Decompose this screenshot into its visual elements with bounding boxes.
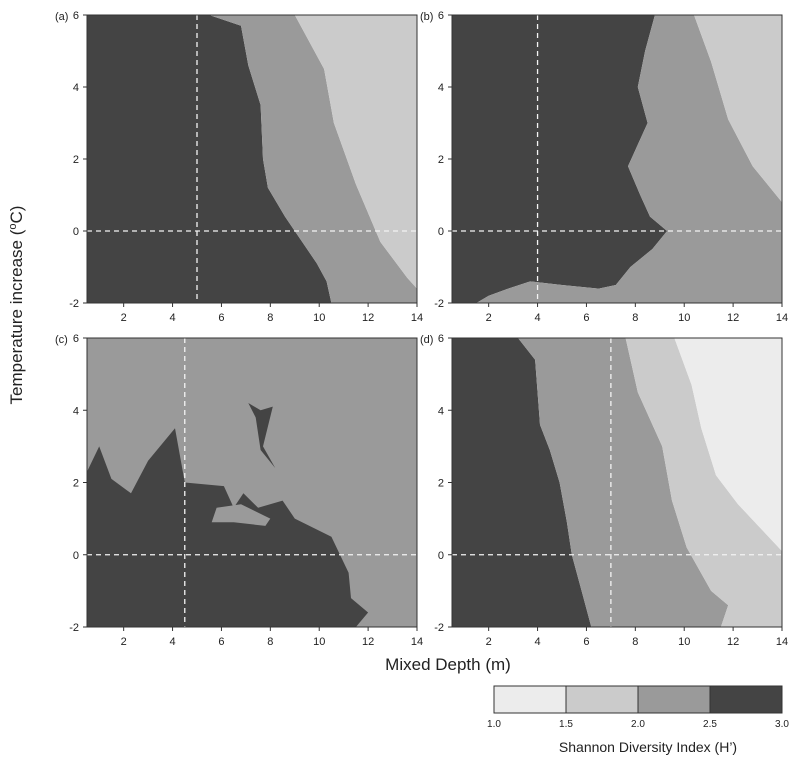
colorbar-swatch-2.5-3.0 [709,685,783,714]
y-tick-label: 6 [73,333,79,345]
panel-a: -2 0 2 4 6 2 4 6 8 10 12 14 (a) [55,10,423,324]
panel-c: -2 0 2 4 6 2 4 6 8 10 12 14 (c) [55,333,423,648]
contour-fills [87,15,417,303]
y-tick-label: 2 [73,478,79,490]
colorbar-swatch-1.0-1.5 [493,685,567,714]
colorbar-label: Shannon Diversity Index (H’) [559,739,737,755]
colorbar-tick-label: 2.5 [703,719,717,730]
contour-fills [87,338,417,627]
x-tick-label: 2 [121,636,127,648]
colorbar-legend: 1.0 1.5 2.0 2.5 3.0 [487,685,789,730]
x-tick-label: 10 [313,312,325,324]
contour-region-2.0-2.5 [209,15,417,303]
y-axis-label: Temperature increase (oC) [7,206,26,405]
y-tick-label: 4 [73,405,79,417]
x-tick-label: 14 [776,636,788,648]
x-tick-label: 12 [727,636,739,648]
x-tick-label: 2 [486,312,492,324]
x-tick-label: 2 [486,636,492,648]
panel-label: (c) [55,334,68,346]
panel-d: -2 0 2 4 6 2 4 6 8 10 12 14 (d) [420,333,788,648]
y-tick-label: -2 [434,298,444,310]
x-tick-label: 12 [362,312,374,324]
x-tick-label: 8 [267,636,273,648]
x-tick-label: 6 [583,636,589,648]
y-tick-label: -2 [69,622,79,634]
x-tick-label: 4 [534,636,540,648]
x-tick-label: 6 [218,636,224,648]
y-tick-label: -2 [434,622,444,634]
y-tick-label: -2 [69,298,79,310]
y-tick-label: 6 [73,10,79,22]
y-tick-label: 0 [73,550,79,562]
x-tick-label: 8 [632,636,638,648]
colorbar-tick-label: 1.5 [559,719,573,730]
x-tick-label: 10 [678,636,690,648]
y-tick-label: 2 [73,154,79,166]
x-tick-label: 8 [632,312,638,324]
contour-region-2.5-3.0 [452,338,592,627]
x-tick-label: 8 [267,312,273,324]
contour-region-2.0-2.5 [518,338,729,627]
panel-label: (a) [55,11,68,23]
x-tick-label: 4 [169,636,175,648]
x-tick-label: 6 [218,312,224,324]
x-tick-label: 10 [678,312,690,324]
panel-label: (d) [420,334,433,346]
contour-region-2.0-2.5 [211,504,271,526]
x-tick-label: 12 [727,312,739,324]
y-tick-label: 4 [438,82,444,94]
y-tick-label: 0 [438,226,444,238]
panel-b: -2 0 2 4 6 2 4 6 8 10 12 14 (b) [420,10,788,324]
x-tick-label: 4 [169,312,175,324]
x-tick-label: 6 [583,312,589,324]
contour-fills [452,338,782,627]
contour-region-2.5-3.0 [87,428,369,627]
colorbar-tick-label: 2.0 [631,719,645,730]
x-tick-label: 12 [362,636,374,648]
x-tick-label: 14 [776,312,788,324]
y-tick-label: 6 [438,10,444,22]
contour-region-1.0-1.5 [674,338,782,552]
x-tick-label: 14 [411,636,423,648]
contour-region-1.5-2.0 [294,15,417,289]
colorbar-tick-label: 1.0 [487,719,501,730]
contour-region-2.5-3.0 [248,403,276,468]
colorbar-swatch-1.5-2.0 [565,685,639,714]
x-tick-label: 2 [121,312,127,324]
y-tick-label: 6 [438,333,444,345]
contour-fills [452,15,782,303]
y-tick-label: 2 [438,478,444,490]
y-tick-label: 4 [73,82,79,94]
x-tick-label: 10 [313,636,325,648]
y-tick-label: 0 [438,550,444,562]
colorbar-swatch-2.0-2.5 [637,685,711,714]
x-tick-label: 4 [534,312,540,324]
x-axis-label: Mixed Depth (m) [385,655,511,674]
y-tick-label: 0 [73,226,79,238]
contour-region-2.5-3.0 [452,15,668,303]
x-tick-label: 14 [411,312,423,324]
panel-label: (b) [420,11,433,23]
colorbar-tick-label: 3.0 [775,719,789,730]
y-tick-label: 4 [438,405,444,417]
y-tick-label: 2 [438,154,444,166]
contour-region-1.5-2.0 [694,15,782,203]
